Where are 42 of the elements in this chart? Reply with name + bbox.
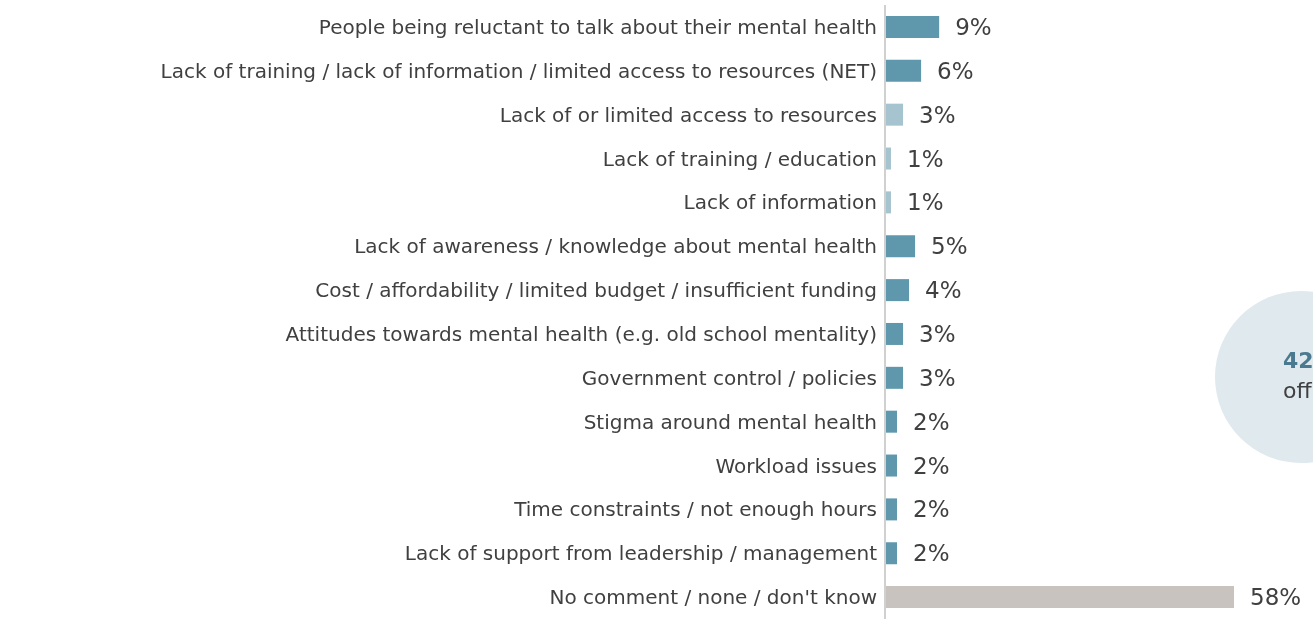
y-tick-label: Attitudes towards mental health (e.g. old school mentality) [285, 322, 877, 347]
data-label: 2% [913, 540, 950, 567]
y-tick-label: People being reluctant to talk about their mental health [318, 15, 877, 40]
bar [885, 59, 922, 82]
data-label: 5% [931, 233, 968, 260]
data-label: 58% [1250, 584, 1302, 611]
data-label: 4% [925, 277, 962, 304]
bar [885, 586, 1234, 609]
bar [885, 410, 898, 433]
data-label: 3% [919, 320, 956, 347]
bar [885, 322, 904, 345]
data-label: 2% [913, 452, 950, 479]
bar [885, 279, 910, 302]
data-label: 3% [919, 364, 956, 391]
bar [885, 498, 898, 521]
y-tick-label: Government control / policies [581, 365, 877, 390]
bar [885, 454, 898, 477]
text: 42 [1283, 348, 1313, 374]
data-label: 9% [955, 13, 992, 40]
data-label: 3% [919, 101, 956, 128]
bar [885, 15, 940, 38]
y-tick-label: Lack of information [683, 190, 877, 215]
y-tick-label: Cost / affordability / limited budget / insufficient funding [315, 278, 877, 303]
bar [885, 103, 904, 126]
data-label: 1% [907, 189, 944, 216]
data-label: 2% [913, 408, 950, 435]
y-tick-label: No comment / none / don't know [549, 585, 877, 610]
bar [885, 235, 916, 258]
bar [885, 366, 904, 389]
y-tick-label: Time constraints / not enough hours [513, 497, 877, 522]
y-tick-label: Lack of training / lack of information / limited access to resources (NET) [160, 58, 877, 83]
y-tick-label: Lack of awareness / knowledge about mental health [354, 234, 877, 259]
y-tick-label: Workload issues [715, 453, 877, 478]
data-label: 6% [937, 57, 974, 84]
data-label: 1% [907, 145, 944, 172]
data-label: 2% [913, 496, 950, 523]
text: off [1283, 378, 1312, 404]
y-tick-label: Lack of support from leadership / management [404, 541, 878, 566]
y-tick-label: Lack of or limited access to resources [499, 102, 877, 127]
y-tick-label: Stigma around mental health [583, 409, 877, 434]
y-tick-label: Lack of training / education [602, 146, 877, 171]
bar [885, 542, 898, 565]
